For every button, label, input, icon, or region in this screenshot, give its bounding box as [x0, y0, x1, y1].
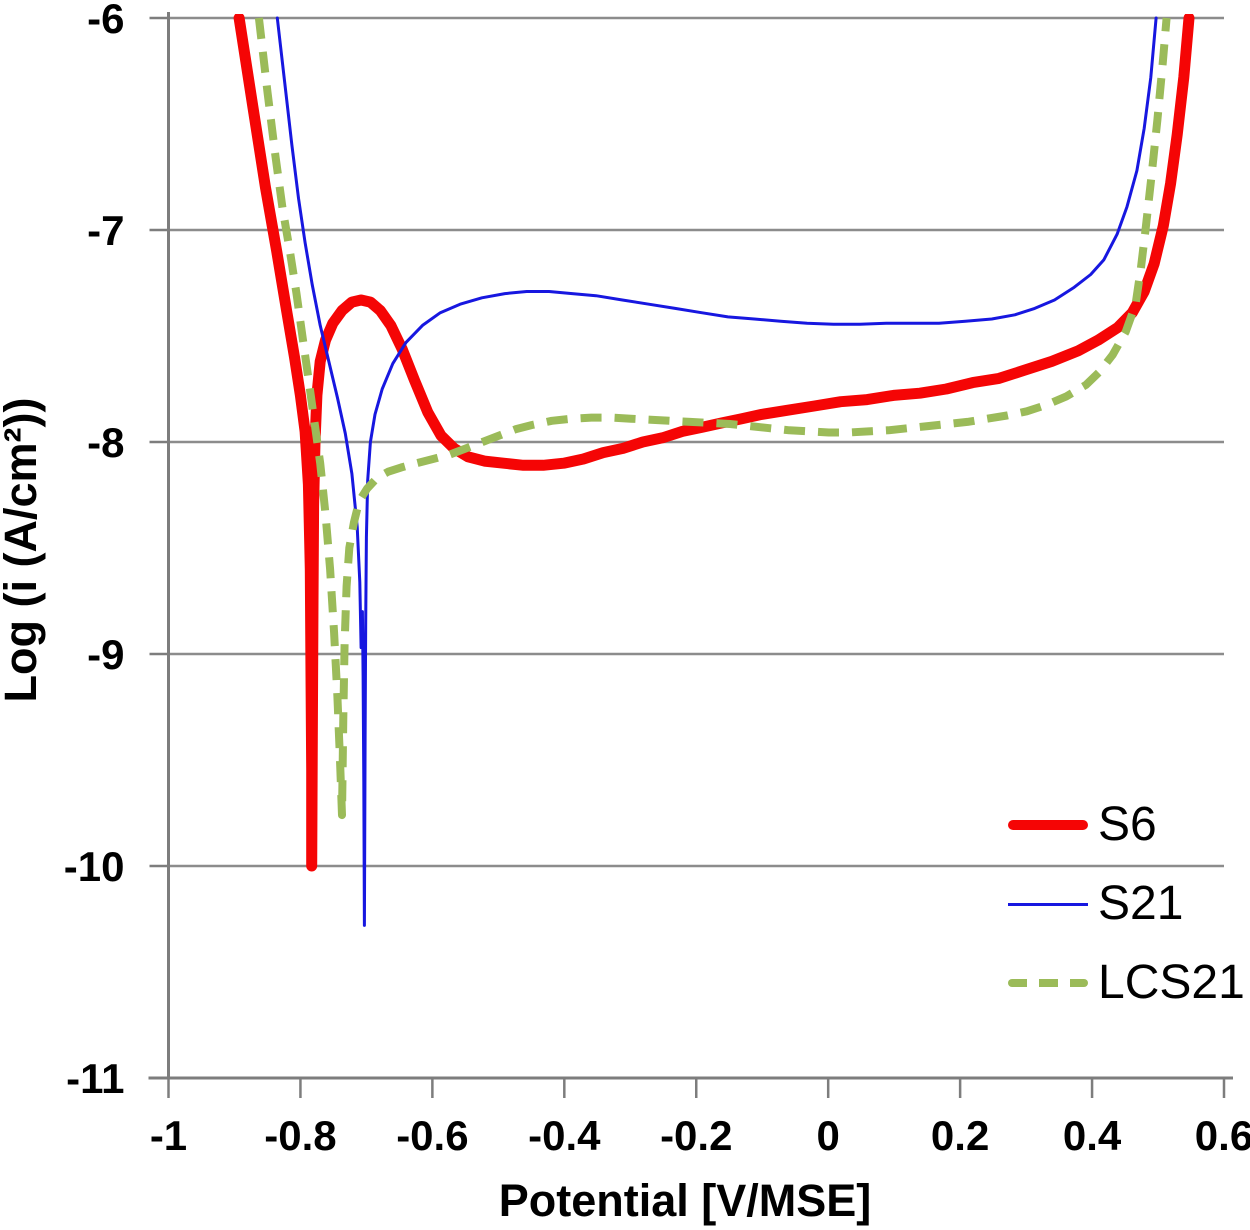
x-tick-label: 0.2 [931, 1112, 989, 1159]
y-tick-label: -11 [66, 1055, 124, 1102]
x-tick-label: 0.6 [1195, 1112, 1250, 1159]
x-tick-label: -0.6 [396, 1112, 468, 1159]
x-tick-label: 0.4 [1063, 1112, 1122, 1159]
legend-label-s6: S6 [1098, 798, 1157, 851]
legend-item-s6: S6 [1008, 801, 1245, 849]
legend-line-sample-s21 [1008, 902, 1088, 906]
y-tick-label: -10 [64, 843, 125, 890]
legend-item-lcs21: LCS21 [1008, 959, 1245, 1007]
series-group [233, 14, 1195, 927]
series-curve-s6 [233, 14, 1195, 872]
y-tick-label: -9 [87, 631, 124, 678]
series-curve-lcs21 [254, 17, 1171, 820]
y-tick-label: -6 [87, 0, 124, 42]
x-axis-title: Potential [V/MSE] [499, 1175, 872, 1226]
y-tick-label: -7 [87, 207, 124, 254]
legend-line-sample-lcs21 [1008, 979, 1088, 987]
legend-item-s21: S21 [1008, 880, 1245, 928]
series-curve-s21 [275, 16, 1158, 927]
legend-label-lcs21: LCS21 [1098, 956, 1245, 1009]
legend-line-sample-s6 [1008, 820, 1088, 830]
x-tick-label: -0.8 [264, 1112, 336, 1159]
x-tick-label: 0 [817, 1112, 840, 1159]
y-axis-title: Log (i (A/cm²)) [0, 398, 46, 703]
legend: S6 S21 LCS21 [1008, 801, 1245, 1007]
x-tick-label: -0.4 [528, 1112, 601, 1159]
legend-label-s21: S21 [1098, 877, 1184, 930]
y-tick-label: -8 [87, 419, 124, 466]
x-tick-label: -0.2 [660, 1112, 732, 1159]
x-tick-label: -1 [150, 1112, 187, 1159]
